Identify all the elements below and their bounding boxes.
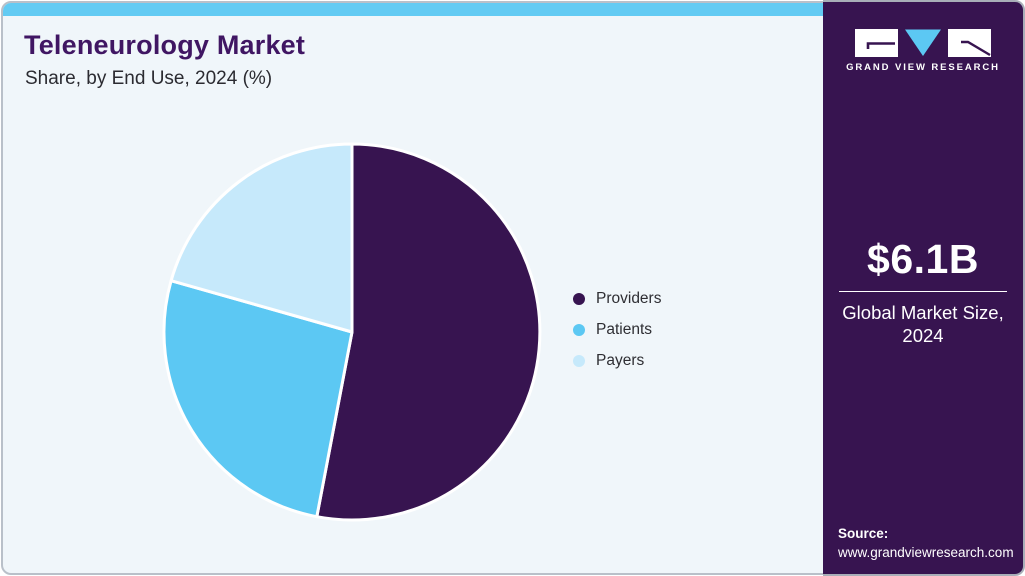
legend-swatch-payers — [573, 355, 585, 367]
v-glyph-icon — [905, 29, 941, 56]
source-block: Source: www.grandviewresearch.com — [838, 526, 1015, 560]
brand-name: GRAND VIEW RESEARCH — [846, 62, 1000, 73]
source-label: Source: — [838, 526, 889, 541]
pie-chart — [162, 142, 542, 522]
market-size-label: Global Market Size, 2024 — [842, 302, 1004, 347]
page-subtitle: Share, by End Use, 2024 (%) — [25, 68, 273, 89]
legend-swatch-providers — [573, 293, 585, 305]
sidebar: GRAND VIEW RESEARCH $6.1B Global Market … — [823, 0, 1025, 576]
legend-label: Patients — [596, 321, 653, 338]
market-size-block: $6.1B Global Market Size, 2024 — [823, 239, 1023, 347]
legend-label: Providers — [596, 290, 662, 307]
legend: Providers Patients Payers — [573, 290, 661, 370]
legend-item-payers: Payers — [573, 352, 661, 370]
pie-slice-providers — [315, 142, 542, 522]
r-glyph-icon — [948, 29, 991, 57]
legend-item-providers: Providers — [573, 290, 661, 308]
source-url: www.grandviewresearch.com — [838, 545, 1014, 560]
header: Teleneurology Market Share, by End Use, … — [24, 30, 305, 90]
divider — [839, 291, 1007, 292]
top-accent-bar — [3, 3, 1022, 16]
market-size-value: $6.1B — [867, 236, 979, 282]
legend-swatch-patients — [573, 324, 585, 336]
legend-label: Payers — [596, 352, 645, 369]
g-glyph-icon — [855, 29, 898, 57]
legend-item-patients: Patients — [573, 321, 661, 339]
brand-logo-block: GRAND VIEW RESEARCH — [823, 29, 1023, 73]
gvr-logo-icon — [855, 29, 991, 57]
pie-slice-payers — [169, 142, 354, 334]
page-title: Teleneurology Market — [24, 30, 306, 60]
pie-slice-patients — [162, 279, 354, 519]
